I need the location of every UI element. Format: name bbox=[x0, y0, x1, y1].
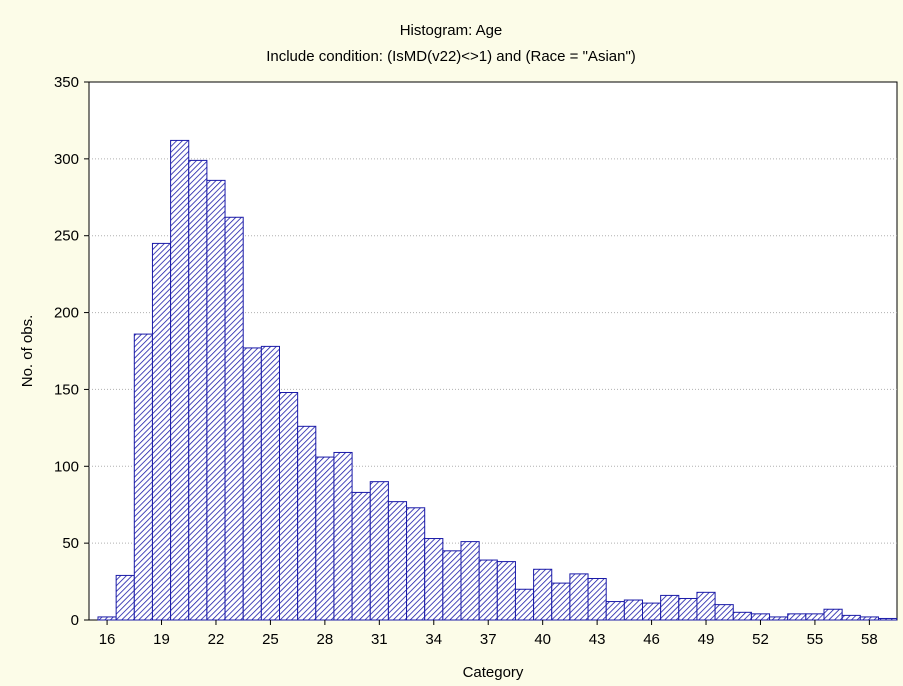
bar-56 bbox=[823, 608, 843, 621]
y-tick-label-300: 300 bbox=[54, 151, 79, 168]
bar-48 bbox=[678, 597, 698, 621]
bars-group bbox=[97, 139, 898, 621]
x-tick-label-16: 16 bbox=[99, 631, 116, 648]
bar-47 bbox=[660, 594, 680, 621]
bar-34 bbox=[424, 538, 444, 621]
bar-35 bbox=[442, 550, 462, 621]
bar-53 bbox=[769, 616, 789, 621]
bar-41 bbox=[551, 582, 571, 621]
bar-44 bbox=[605, 601, 625, 621]
bar-39 bbox=[514, 588, 535, 621]
bar-23 bbox=[224, 216, 244, 621]
bar-33 bbox=[406, 507, 426, 621]
x-tick-label-49: 49 bbox=[698, 631, 715, 648]
y-axis-label: No. of obs. bbox=[19, 315, 36, 388]
bar-19 bbox=[151, 242, 172, 621]
x-tick-label-22: 22 bbox=[208, 631, 225, 648]
x-tick-label-31: 31 bbox=[371, 631, 388, 648]
bar-26 bbox=[279, 392, 299, 621]
x-tick-label-52: 52 bbox=[752, 631, 769, 648]
bar-55 bbox=[805, 613, 825, 621]
y-tick-label-100: 100 bbox=[54, 458, 79, 475]
x-axis-ticks: 16 19 22 25 28 31 34 37 40 43 46 49 52 55 58 bbox=[99, 620, 878, 648]
bar-59 bbox=[877, 617, 898, 621]
bar-30 bbox=[351, 491, 371, 621]
bar-40 bbox=[533, 568, 553, 621]
y-tick-label-350: 350 bbox=[54, 74, 79, 91]
x-tick-label-28: 28 bbox=[317, 631, 334, 648]
bar-51 bbox=[732, 611, 752, 621]
bar-18 bbox=[133, 333, 153, 621]
chart-subtitle: Include condition: (IsMD(v22)<>1) and (R… bbox=[266, 48, 636, 65]
y-tick-label-150: 150 bbox=[54, 381, 79, 398]
chart-title: Histogram: Age bbox=[400, 22, 503, 39]
bar-25 bbox=[260, 345, 281, 621]
x-tick-label-55: 55 bbox=[807, 631, 824, 648]
x-tick-label-37: 37 bbox=[480, 631, 497, 648]
bar-46 bbox=[642, 602, 662, 621]
x-tick-label-46: 46 bbox=[643, 631, 660, 648]
x-tick-label-40: 40 bbox=[534, 631, 551, 648]
bar-36 bbox=[460, 541, 480, 621]
y-axis-ticks: 0 50 100 150 200 250 300 350 bbox=[54, 74, 89, 629]
bar-28 bbox=[315, 456, 335, 621]
y-tick-label-200: 200 bbox=[54, 305, 79, 322]
x-tick-label-19: 19 bbox=[153, 631, 170, 648]
bar-21 bbox=[188, 159, 208, 621]
bar-16 bbox=[97, 616, 117, 621]
bar-57 bbox=[841, 614, 861, 621]
y-tick-label-0: 0 bbox=[71, 612, 79, 629]
x-axis-label: Category bbox=[463, 664, 524, 681]
bar-27 bbox=[297, 425, 317, 621]
bar-38 bbox=[496, 561, 516, 621]
bar-42 bbox=[569, 573, 589, 621]
y-tick-label-50: 50 bbox=[62, 535, 79, 552]
bar-45 bbox=[623, 599, 643, 621]
bar-17 bbox=[115, 574, 135, 621]
y-tick-label-250: 250 bbox=[54, 228, 79, 245]
bar-49 bbox=[696, 591, 716, 621]
x-tick-label-25: 25 bbox=[262, 631, 279, 648]
bar-43 bbox=[587, 577, 607, 621]
bar-24 bbox=[242, 347, 262, 621]
bar-22 bbox=[206, 179, 226, 621]
bar-50 bbox=[714, 604, 734, 621]
bar-20 bbox=[170, 139, 190, 621]
bar-58 bbox=[859, 616, 879, 621]
bar-37 bbox=[478, 559, 498, 621]
bar-52 bbox=[750, 613, 771, 621]
x-tick-label-43: 43 bbox=[589, 631, 606, 648]
bar-29 bbox=[333, 451, 353, 621]
bar-31 bbox=[369, 481, 389, 621]
x-tick-label-58: 58 bbox=[861, 631, 878, 648]
bar-54 bbox=[787, 613, 807, 621]
x-tick-label-34: 34 bbox=[425, 631, 442, 648]
bar-32 bbox=[387, 501, 408, 621]
